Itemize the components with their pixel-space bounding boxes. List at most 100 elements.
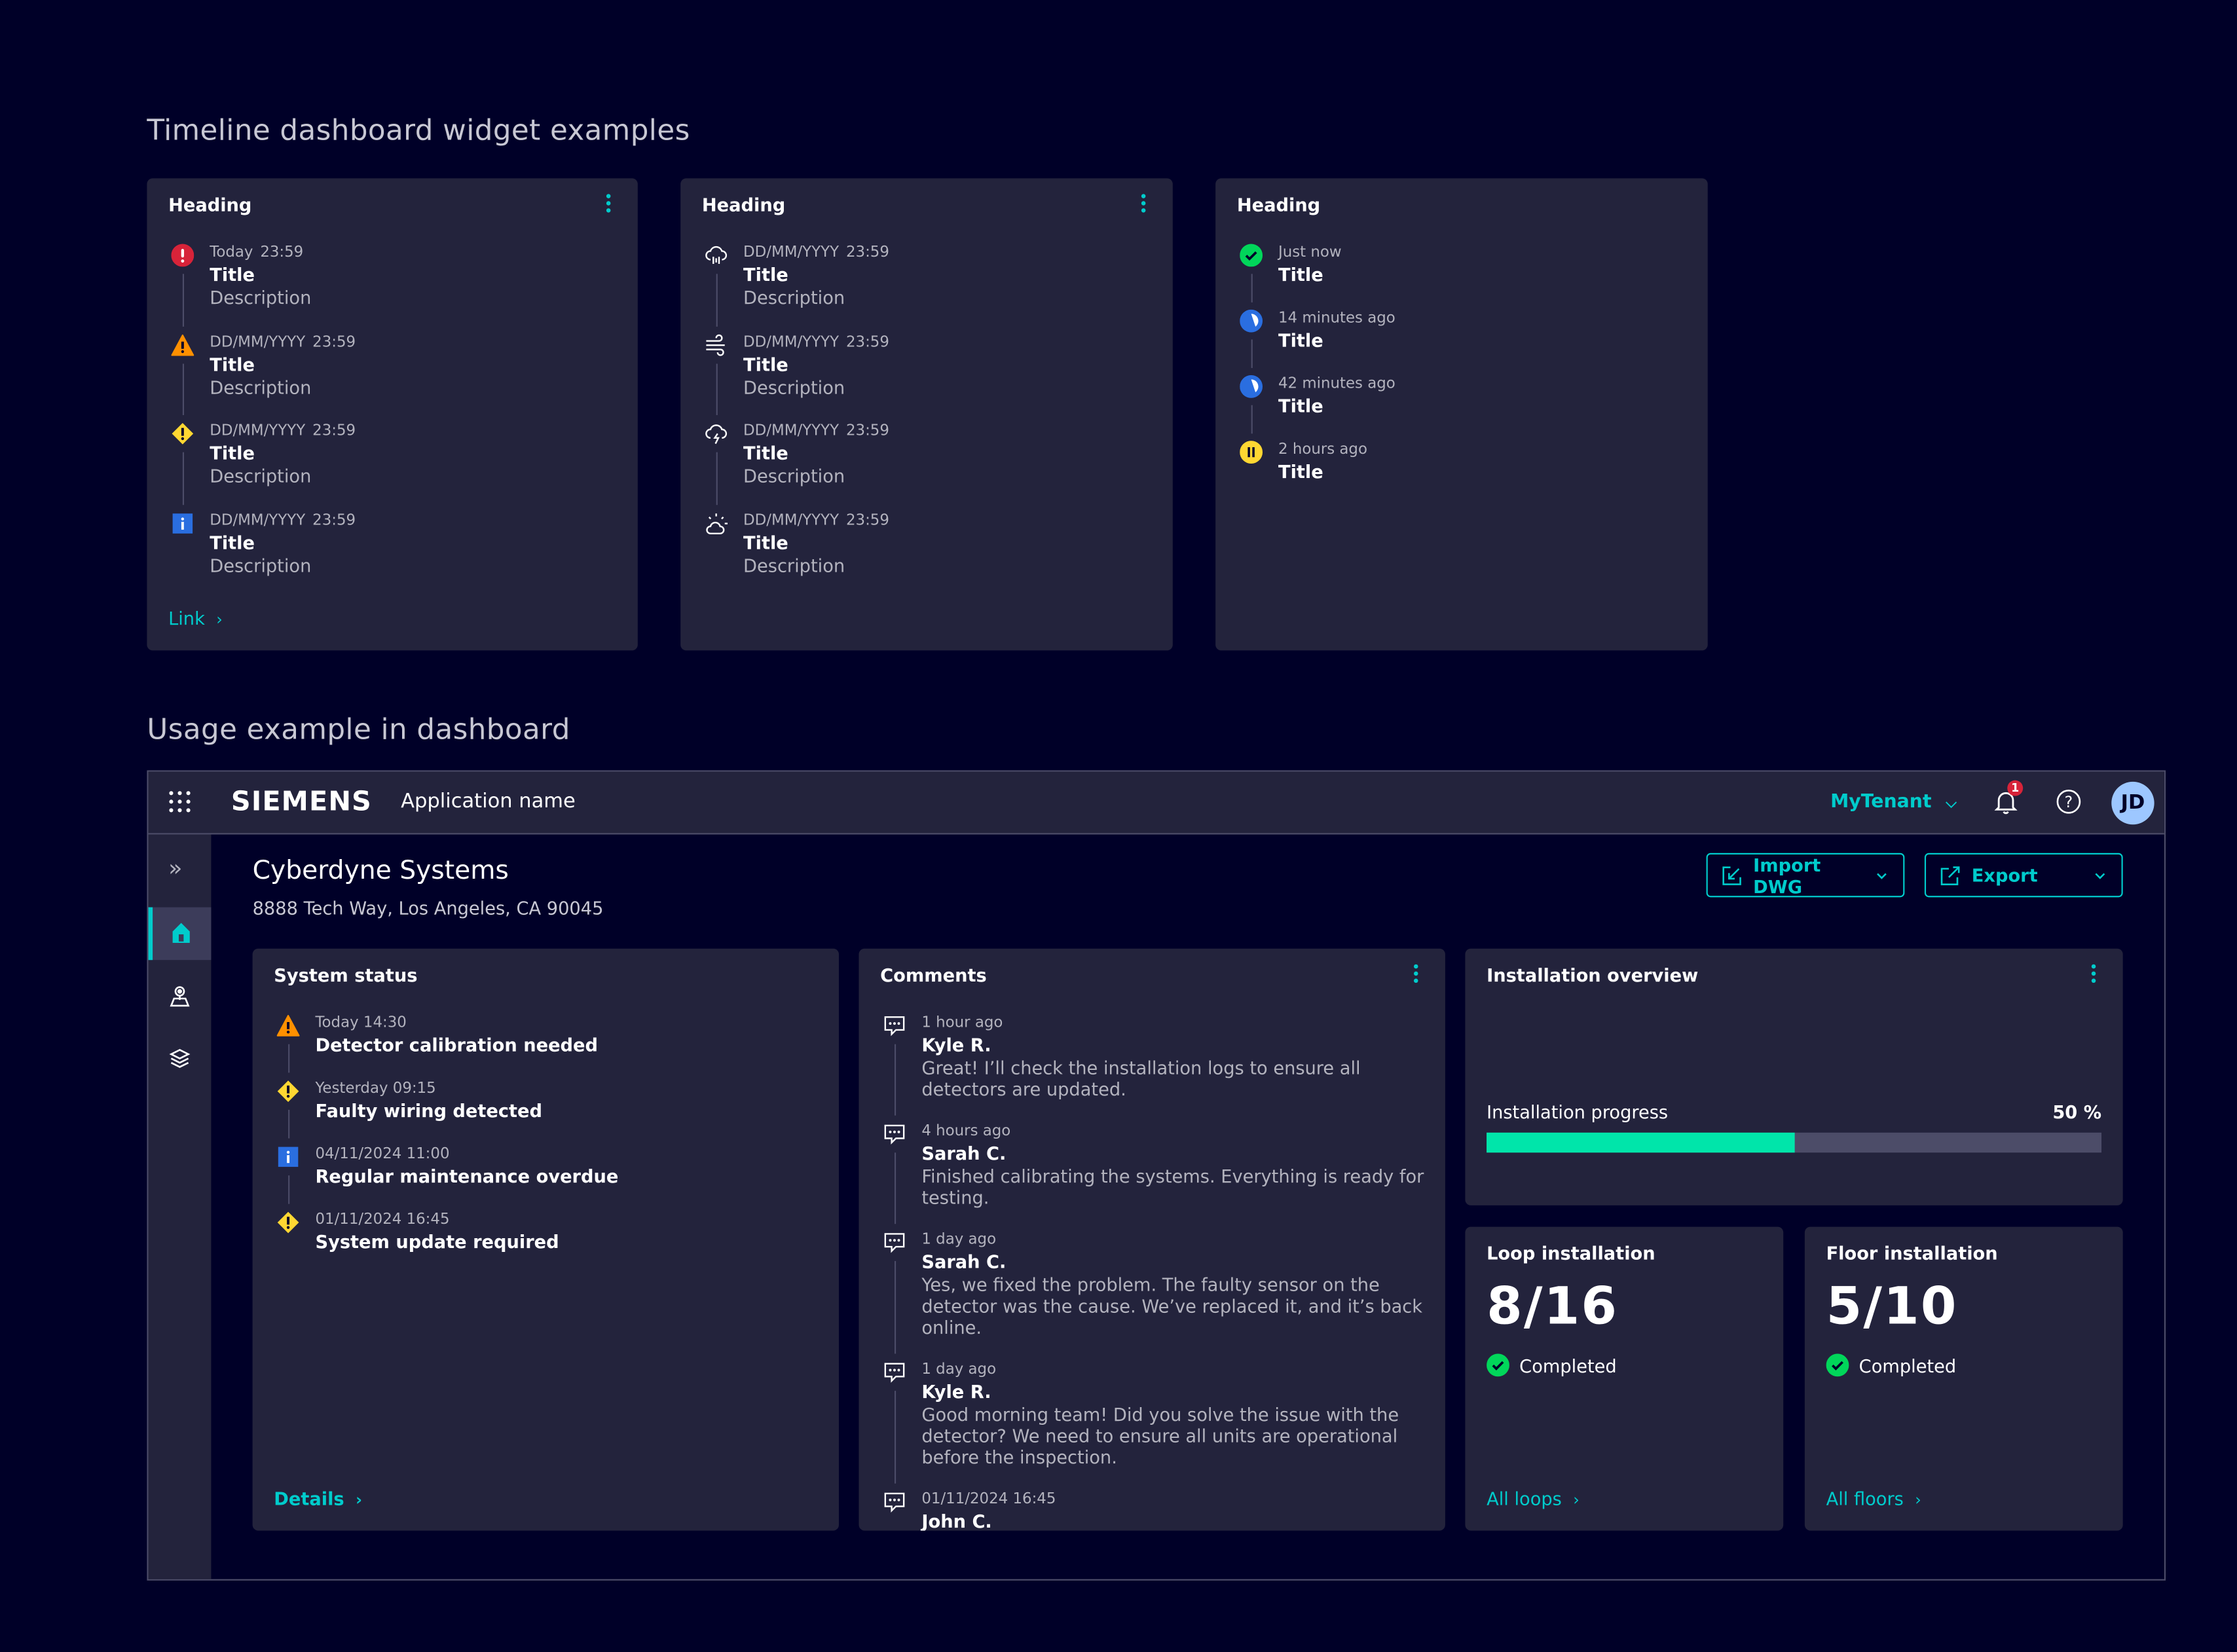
timeline-item: 1 hour ago Kyle R. Great! I’ll check the i… bbox=[880, 1013, 1428, 1122]
paused-icon bbox=[1240, 441, 1263, 464]
success-icon bbox=[1826, 1353, 1849, 1377]
help-icon[interactable]: ? bbox=[2056, 789, 2081, 815]
timeline-description: Description bbox=[743, 286, 845, 308]
timeline-widget-progress: Heading Just now Title 14 minutes ago Title… bbox=[1215, 178, 1708, 651]
timeline-item: 1 day ago Kyle R. Good morning team! Did y… bbox=[880, 1359, 1428, 1489]
tenant-label: MyTenant bbox=[1830, 792, 1932, 813]
timeline-title: System update required bbox=[315, 1231, 559, 1253]
all-floors-link[interactable]: All floors › bbox=[1826, 1488, 1921, 1509]
timeline-title: Sarah C. bbox=[921, 1143, 1007, 1164]
section-title-usage: Usage example in dashboard bbox=[147, 712, 570, 746]
timeline-time: 23:59 bbox=[312, 333, 356, 350]
timeline-item: DD/MM/YYYY 23:59 Title Description bbox=[702, 242, 1156, 331]
timeline-date: 2 hours ago bbox=[1278, 441, 1367, 458]
timeline-time: 23:59 bbox=[845, 244, 889, 261]
timeline-list: Today 14:30 Detector calibration needed Ye… bbox=[274, 1013, 822, 1276]
link-label: All floors bbox=[1826, 1488, 1904, 1509]
status-label: Completed bbox=[1519, 1354, 1617, 1376]
timeline-description: Finished calibrating the systems. Everyt… bbox=[921, 1165, 1424, 1209]
card-heading: Floor installation bbox=[1826, 1242, 1998, 1264]
floor-installation-card: Floor installation 5/10 Completed All fl… bbox=[1804, 1226, 2123, 1531]
sidebar-item-location[interactable] bbox=[168, 984, 191, 1007]
timeline-date: Today 14:30 bbox=[315, 1014, 407, 1032]
button-label: Import DWG bbox=[1753, 853, 1821, 897]
kebab-menu-icon[interactable] bbox=[1411, 964, 1420, 987]
sidebar-item-layers[interactable] bbox=[168, 1047, 191, 1070]
timeline-connector bbox=[288, 1044, 290, 1073]
loop-installation-card: Loop installation 8/16 Completed All loo… bbox=[1465, 1226, 1784, 1531]
timeline-timestamp: DD/MM/YYYY 23:59 bbox=[743, 510, 1156, 530]
sidebar-expand-double-chevron-right-icon[interactable]: » bbox=[168, 854, 183, 882]
timeline-connector bbox=[716, 452, 718, 505]
timeline-connector bbox=[288, 1109, 290, 1139]
timeline-item: 01/11/2024 16:45 System update required bbox=[274, 1209, 822, 1275]
timeline-date: DD/MM/YYYY bbox=[743, 333, 840, 350]
timeline-connector bbox=[716, 363, 718, 415]
notifications-bell-icon[interactable]: 1 bbox=[1993, 780, 2024, 815]
link-label: All loops bbox=[1487, 1488, 1562, 1509]
progress-bar bbox=[1487, 1132, 2102, 1153]
widget-heading: Heading bbox=[168, 194, 252, 215]
timeline-timestamp: DD/MM/YYYY 23:59 bbox=[210, 421, 620, 441]
caution-icon bbox=[277, 1080, 300, 1103]
chevron-right-icon: › bbox=[1915, 1490, 1921, 1509]
timeline-description: Good morning team! Did you solve the iss… bbox=[921, 1403, 1399, 1468]
timeline-item: DD/MM/YYYY 23:59 Title Description bbox=[702, 332, 1156, 421]
details-link[interactable]: Details › bbox=[274, 1488, 362, 1509]
timeline-description: Great! I’ll check the installation logs … bbox=[921, 1057, 1361, 1100]
page-address: 8888 Tech Way, Los Angeles, CA 90045 bbox=[252, 897, 604, 919]
timeline-timestamp: 01/11/2024 16:45 bbox=[315, 1209, 821, 1230]
import-dwg-button[interactable]: Import DWG bbox=[1706, 853, 1905, 898]
status-label: Completed bbox=[1858, 1354, 1957, 1376]
widget-link[interactable]: Link › bbox=[168, 608, 223, 629]
caution-icon bbox=[171, 422, 194, 445]
card-heading: Installation overview bbox=[1487, 964, 1699, 986]
completed-status: Completed bbox=[1826, 1353, 1957, 1377]
timeline-date: 1 day ago bbox=[921, 1231, 997, 1249]
notification-badge: 1 bbox=[2007, 780, 2024, 796]
timeline-date: 01/11/2024 16:45 bbox=[315, 1211, 450, 1228]
timeline-connector bbox=[288, 1175, 290, 1204]
tenant-switcher[interactable]: MyTenant ⌵ bbox=[1830, 792, 1957, 813]
sidebar-item-home[interactable] bbox=[148, 907, 212, 961]
kebab-menu-icon[interactable] bbox=[2088, 964, 2097, 987]
timeline-connector bbox=[182, 452, 185, 505]
timeline-date: 04/11/2024 11:00 bbox=[315, 1145, 450, 1163]
timeline-time: 23:59 bbox=[312, 511, 356, 529]
installation-overview-card: Installation overview Installation progr… bbox=[1465, 948, 2123, 1205]
kebab-menu-icon[interactable] bbox=[1138, 194, 1147, 217]
in-progress-icon bbox=[1240, 309, 1263, 333]
timeline-timestamp: DD/MM/YYYY 23:59 bbox=[210, 510, 620, 530]
timeline-title: Regular maintenance overdue bbox=[315, 1165, 619, 1187]
timeline-date: 42 minutes ago bbox=[1278, 375, 1396, 393]
export-icon bbox=[1940, 866, 1960, 885]
timeline-title: Title bbox=[1278, 264, 1323, 285]
timeline-item: 1 day ago Sarah C. Yes, we fixed the probl… bbox=[880, 1230, 1428, 1359]
link-label: Details bbox=[274, 1488, 344, 1509]
timeline-item: 42 minutes ago Title bbox=[1237, 374, 1691, 439]
export-button[interactable]: Export bbox=[1924, 853, 2123, 898]
timeline-timestamp: 04/11/2024 11:00 bbox=[315, 1144, 821, 1164]
user-avatar[interactable]: JD bbox=[2111, 781, 2154, 825]
app-switcher-grid-icon[interactable] bbox=[168, 790, 191, 813]
timeline-timestamp: 1 hour ago bbox=[921, 1013, 1428, 1033]
comment-icon bbox=[883, 1361, 906, 1384]
timeline-date: Just now bbox=[1278, 244, 1342, 261]
timeline-connector bbox=[1251, 339, 1253, 369]
timeline-date: Yesterday 09:15 bbox=[315, 1080, 436, 1097]
timeline-item: Today 14:30 Detector calibration needed bbox=[274, 1013, 822, 1078]
warning-icon bbox=[276, 1014, 300, 1037]
kebab-menu-icon[interactable] bbox=[604, 194, 612, 217]
timeline-title: Title bbox=[1278, 395, 1323, 417]
timeline-connector bbox=[182, 274, 185, 326]
all-loops-link[interactable]: All loops › bbox=[1487, 1488, 1580, 1509]
timeline-item: 14 minutes ago Title bbox=[1237, 308, 1691, 374]
timeline-connector bbox=[894, 1152, 897, 1224]
timeline-timestamp: DD/MM/YYYY 23:59 bbox=[210, 332, 620, 352]
widget-heading: Heading bbox=[701, 194, 786, 215]
timeline-timestamp: Today 14:30 bbox=[315, 1013, 821, 1033]
timeline-connector bbox=[1251, 274, 1253, 303]
timeline-connector bbox=[894, 1044, 897, 1116]
timeline-item: Just now Title bbox=[1237, 242, 1691, 308]
